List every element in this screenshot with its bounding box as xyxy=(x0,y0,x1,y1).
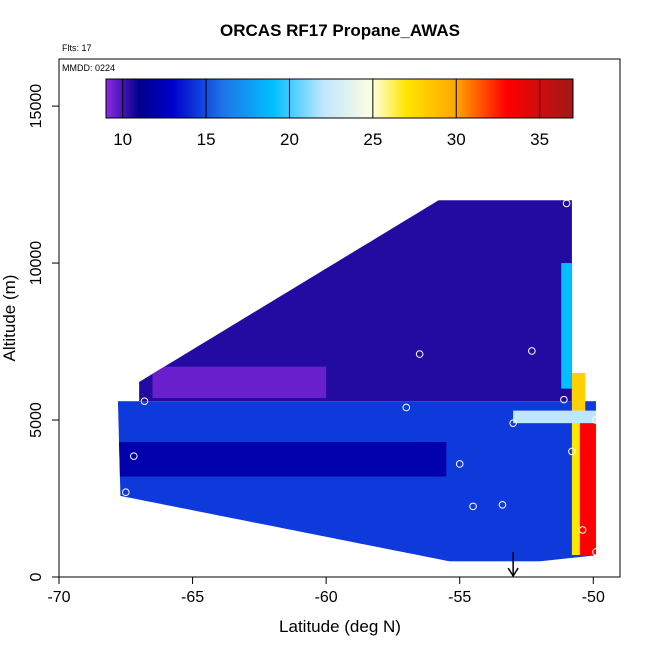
colorbar-tick-label: 20 xyxy=(280,130,299,149)
heat-band xyxy=(561,263,572,389)
sample-point xyxy=(586,562,595,570)
colorbar-tick-label: 30 xyxy=(447,130,466,149)
heat-band xyxy=(579,416,596,556)
flights-label: Flts: 17 xyxy=(62,43,92,53)
x-axis: -70 -65 -60 -55 -50 xyxy=(47,577,605,606)
sample-point xyxy=(562,199,571,208)
sample-points xyxy=(121,191,600,570)
x-tick-label: -55 xyxy=(448,589,471,606)
heatmap-field xyxy=(117,200,596,562)
y-axis: 0 5000 10000 15000 xyxy=(28,84,59,581)
sample-point xyxy=(528,347,536,355)
sample-point xyxy=(498,500,507,509)
date-label: MMDD: 0224 xyxy=(62,63,115,73)
sample-point xyxy=(560,395,568,404)
sample-point xyxy=(140,397,149,405)
sample-point xyxy=(402,403,411,412)
heat-band xyxy=(571,372,586,414)
down-arrow-marker xyxy=(507,551,519,578)
sample-point xyxy=(437,191,445,200)
heat-band xyxy=(152,366,327,399)
y-axis-label: Altitude (m) xyxy=(0,275,19,362)
sample-point xyxy=(578,526,587,534)
x-tick-label: -65 xyxy=(181,589,204,606)
arrow-head xyxy=(507,567,519,578)
colorbar-gradient xyxy=(105,78,574,119)
colorbar-tick-label: 25 xyxy=(363,130,382,149)
y-tick-label: 15000 xyxy=(28,84,45,129)
heat-band xyxy=(513,410,596,424)
x-tick-label: -50 xyxy=(582,589,605,606)
sample-point xyxy=(121,488,130,497)
sample-point xyxy=(509,419,517,427)
y-tick-label: 10000 xyxy=(28,241,45,286)
heat-band xyxy=(117,442,447,477)
sample-point xyxy=(469,502,477,511)
plot-frame xyxy=(58,58,621,578)
colorbar-tick-label: 35 xyxy=(530,130,549,149)
sample-point xyxy=(415,350,424,358)
y-tick-label: 0 xyxy=(28,572,45,581)
colorbar-tick-label: 10 xyxy=(113,130,132,149)
x-tick-label: -70 xyxy=(47,589,70,606)
sample-point xyxy=(592,548,600,556)
sample-point xyxy=(592,416,600,424)
colorbar-tick-label: 15 xyxy=(197,130,216,149)
chart-title: ORCAS RF17 Propane_AWAS xyxy=(220,21,460,40)
sample-point xyxy=(130,452,138,460)
colorbar: 10 15 20 25 30 35 xyxy=(105,78,574,149)
x-axis-label: Latitude (deg N) xyxy=(279,617,401,636)
x-tick-label: -60 xyxy=(315,589,338,606)
sample-point xyxy=(485,562,493,570)
sample-point xyxy=(455,460,464,468)
sample-point xyxy=(568,447,576,456)
y-tick-label: 5000 xyxy=(28,402,45,438)
heat-band xyxy=(117,401,596,562)
